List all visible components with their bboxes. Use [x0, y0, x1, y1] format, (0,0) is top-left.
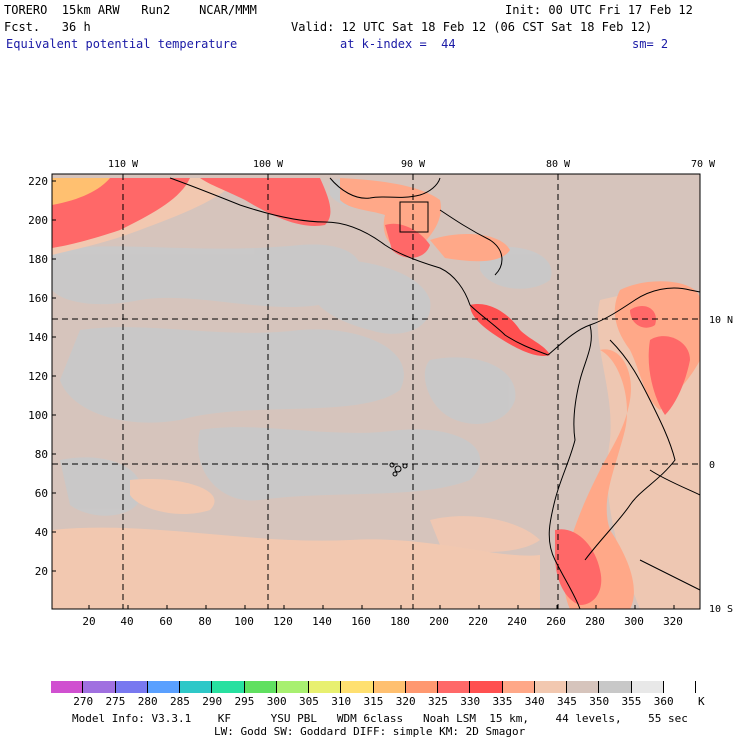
- y-label-20: 20: [35, 565, 48, 578]
- x-label-180: 180: [390, 615, 410, 628]
- y-label-80: 80: [35, 448, 48, 461]
- colorbar-swatch: [502, 681, 535, 693]
- lon-label-90w: 90 W: [401, 159, 426, 170]
- colorbar-swatch: [83, 681, 116, 693]
- colorbar-level-label: 280: [137, 695, 158, 708]
- x-label-240: 240: [507, 615, 527, 628]
- colorbar-swatch: [599, 681, 632, 693]
- colorbar-swatch: [244, 681, 277, 693]
- colorbar-swatch: [115, 681, 148, 693]
- x-label-20: 20: [82, 615, 95, 628]
- colorbar-level-label: 285: [170, 695, 190, 708]
- y-label-160: 160: [28, 292, 48, 305]
- y-grid-ticks: [52, 180, 56, 572]
- x-label-280: 280: [585, 615, 605, 628]
- x-label-160: 160: [351, 615, 371, 628]
- map-frame: [51, 173, 701, 610]
- y-label-220: 220: [28, 175, 48, 188]
- valid-time: Valid: 12 UTC Sat 18 Feb 12 (06 CST Sat …: [291, 20, 653, 34]
- y-label-40: 40: [35, 526, 48, 539]
- colorbar-level-label: 360: [653, 695, 674, 708]
- x-label-80: 80: [198, 615, 211, 628]
- x-label-260: 260: [546, 615, 566, 628]
- colorbar-level-label: 335: [492, 695, 513, 708]
- colorbar-level-label: 320: [395, 695, 416, 708]
- colorbar-level-label: 270: [73, 695, 94, 708]
- x-label-140: 140: [312, 615, 332, 628]
- lon-label-70w: 70 W: [691, 159, 716, 170]
- y-label-140: 140: [28, 331, 48, 344]
- colorbar-swatch: [405, 681, 438, 693]
- x-label-40: 40: [120, 615, 133, 628]
- y-label-200: 200: [28, 214, 48, 227]
- colorbar-level-label: 325: [428, 695, 448, 708]
- colorbar-level-label: 350: [589, 695, 610, 708]
- x-grid-ticks: [88, 605, 675, 609]
- x-label-60: 60: [159, 615, 172, 628]
- colorbar-level-label: 355: [621, 695, 642, 708]
- colorbar-level-label: 330: [460, 695, 481, 708]
- colorbar-unit: K: [698, 695, 705, 708]
- colorbar-swatch: [180, 681, 213, 693]
- model-info-line2: LW: Godd SW: Goddard DIFF: simple KM: 2D…: [214, 725, 526, 738]
- lon-label-80w: 80 W: [546, 159, 571, 170]
- colorbar-level-label: 305: [299, 695, 319, 708]
- lon-label-100w: 100 W: [253, 159, 284, 170]
- colorbar-level-label: 295: [234, 695, 255, 708]
- colorbar-level-label: 345: [557, 695, 577, 708]
- colorbar-swatch: [341, 681, 374, 693]
- colorbar-swatch: [212, 681, 245, 693]
- init-time: Init: 00 UTC Fri 17 Feb 12: [505, 3, 693, 17]
- colorbar-swatch: [470, 681, 503, 693]
- y-label-180: 180: [28, 253, 48, 266]
- lon-label-110w: 110 W: [108, 159, 139, 170]
- colorbar-level-label: 290: [202, 695, 223, 708]
- x-label-300: 300: [624, 615, 644, 628]
- graticule: [52, 174, 700, 609]
- colorbar-swatch: [663, 681, 696, 693]
- map-panel: 220 200 180 160 140 120 100 80 60 40 20 …: [28, 159, 733, 628]
- y-label-60: 60: [35, 487, 48, 500]
- colorbar-swatch: [438, 681, 471, 693]
- lat-label-10n: 10 N: [709, 315, 733, 326]
- lat-label-10s: 10 S: [709, 604, 733, 615]
- colorbar-level-label: 275: [105, 695, 126, 708]
- header-line1-left: TORERO 15km ARW Run2 NCAR/MMM: [4, 3, 257, 17]
- colorbar-level-label: 300: [266, 695, 287, 708]
- colorbar-swatch: [51, 681, 84, 693]
- y-label-100: 100: [28, 409, 48, 422]
- x-label-220: 220: [468, 615, 488, 628]
- forecast-hour: Fcst. 36 h: [4, 20, 91, 34]
- smoothing-label: sm= 2: [632, 37, 669, 51]
- field-name: Equivalent potential temperature: [6, 37, 238, 51]
- colorbar-swatch: [276, 681, 309, 693]
- colorbar-swatch: [147, 681, 180, 693]
- x-label-120: 120: [273, 615, 293, 628]
- colorbar-level-label: 315: [363, 695, 384, 708]
- level-label: at k-index = 44: [340, 37, 456, 51]
- theta-e-warm-areas: [52, 178, 700, 609]
- colorbar-level-label: 340: [524, 695, 545, 708]
- colorbar-swatch: [534, 681, 567, 693]
- colorbar-swatch: [373, 681, 406, 693]
- colorbar: [51, 681, 696, 693]
- colorbar-level-label: 310: [331, 695, 352, 708]
- colorbar-swatch: [631, 681, 664, 693]
- lat-label-0: 0: [709, 460, 715, 471]
- x-label-200: 200: [429, 615, 449, 628]
- x-label-100: 100: [234, 615, 254, 628]
- colorbar-swatch: [567, 681, 600, 693]
- x-label-320: 320: [663, 615, 683, 628]
- y-label-120: 120: [28, 370, 48, 383]
- model-info-line1: Model Info: V3.3.1 KF YSU PBL WDM 6class…: [72, 712, 688, 725]
- colorbar-swatch: [309, 681, 342, 693]
- theta-e-grey-patches: [52, 179, 552, 516]
